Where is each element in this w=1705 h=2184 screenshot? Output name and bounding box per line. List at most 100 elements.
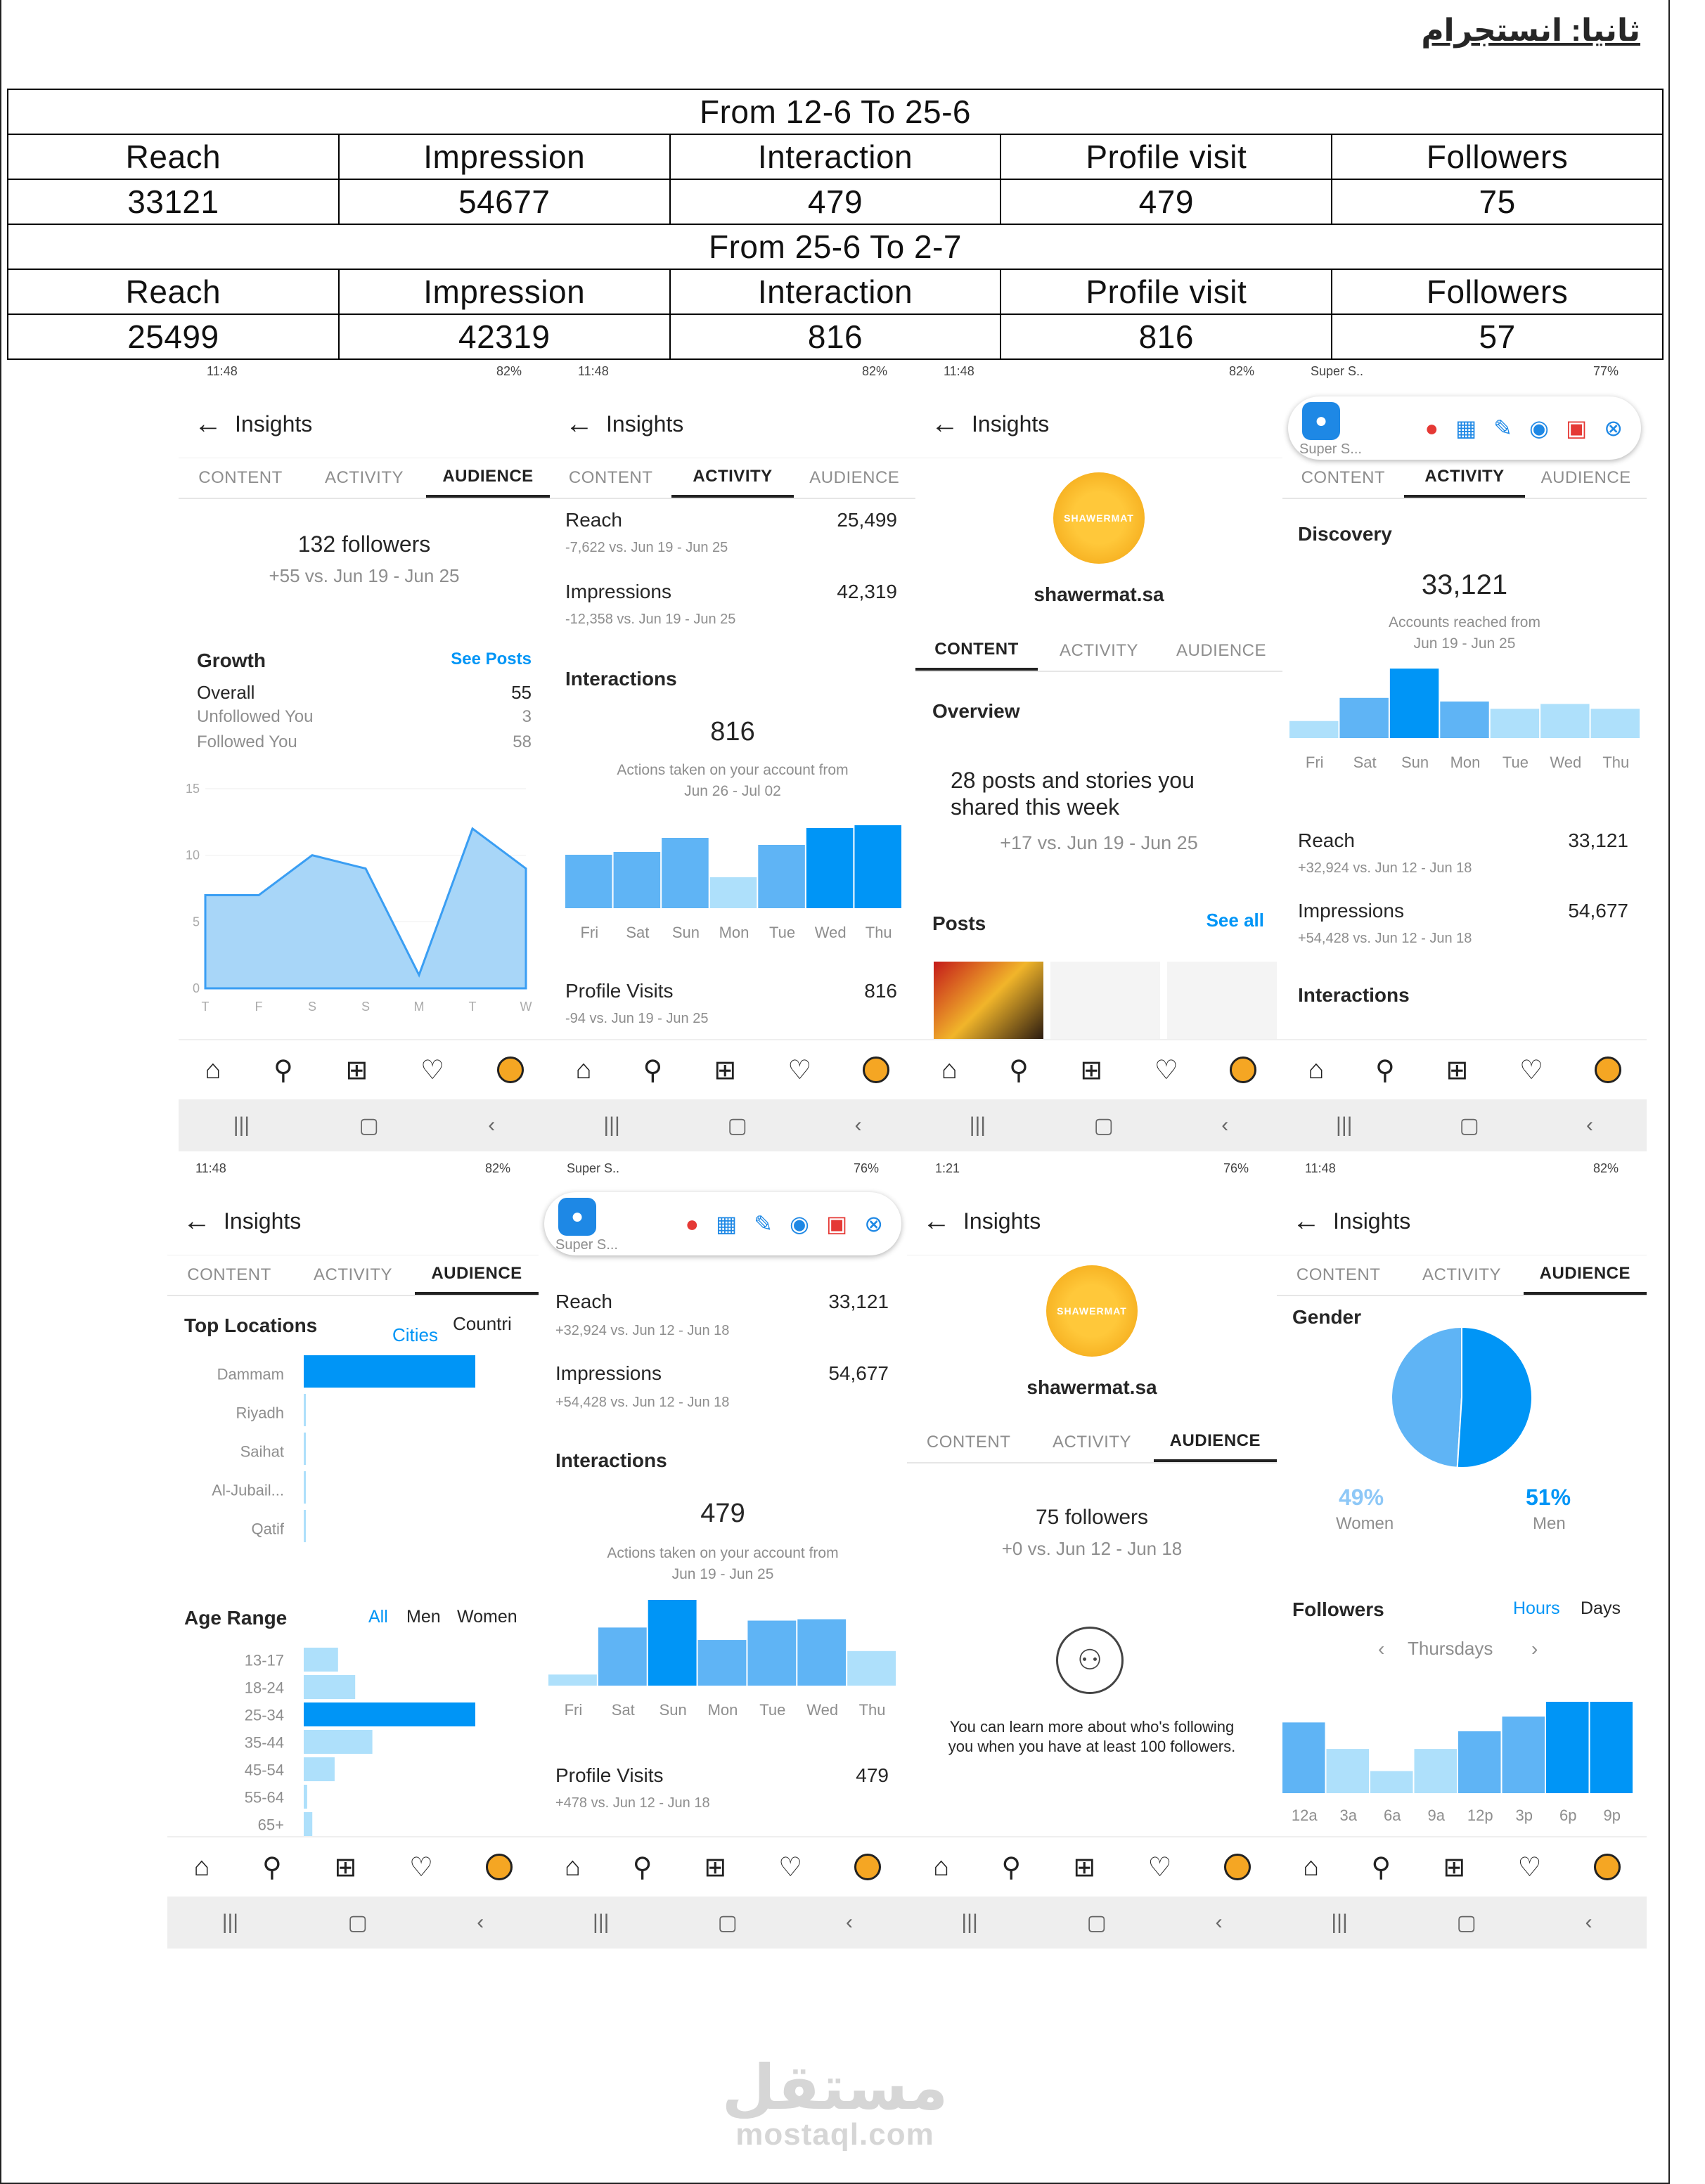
back-nav-icon[interactable]: ‹: [1585, 1113, 1593, 1137]
search-icon[interactable]: ⚲: [632, 1852, 652, 1882]
tab-content[interactable]: CONTENT: [926, 1433, 1011, 1452]
search-icon[interactable]: ⚲: [643, 1055, 663, 1085]
home-icon[interactable]: ⌂: [1303, 1852, 1320, 1882]
add-icon[interactable]: ⊞: [1073, 1852, 1096, 1882]
home-button-icon[interactable]: ▢: [1456, 1911, 1476, 1934]
recent-apps-icon[interactable]: |||: [1331, 1911, 1348, 1934]
back-nav-icon[interactable]: ‹: [1221, 1113, 1229, 1137]
tab-content[interactable]: CONTENT: [187, 1265, 271, 1284]
tab-activity[interactable]: ACTIVITY: [324, 468, 404, 487]
home-button-icon[interactable]: ▢: [727, 1113, 747, 1137]
home-button-icon[interactable]: ▢: [347, 1911, 368, 1934]
age-filter-men[interactable]: Men: [406, 1607, 441, 1627]
back-arrow-icon[interactable]: ←: [1292, 1206, 1320, 1236]
home-icon[interactable]: ⌂: [575, 1054, 592, 1085]
grid-icon[interactable]: ▦: [715, 1211, 738, 1236]
prev-day-icon[interactable]: ‹: [1378, 1638, 1385, 1660]
post-thumbnail[interactable]: [1167, 962, 1277, 1039]
screenshot-icon[interactable]: ▣: [825, 1211, 848, 1236]
tab-content[interactable]: CONTENT: [1301, 468, 1386, 487]
tab-content[interactable]: CONTENT: [915, 631, 1038, 671]
avatar[interactable]: [1230, 1057, 1257, 1083]
grid-icon[interactable]: ▦: [1455, 415, 1477, 441]
heart-icon[interactable]: ♡: [1147, 1852, 1172, 1882]
recent-apps-icon[interactable]: |||: [1336, 1113, 1353, 1137]
webcam-icon[interactable]: ◉: [790, 1211, 809, 1236]
tab-audience[interactable]: AUDIENCE: [1176, 641, 1267, 660]
close-icon[interactable]: ⊗: [864, 1211, 883, 1236]
search-icon[interactable]: ⚲: [262, 1852, 282, 1882]
search-icon[interactable]: ⚲: [1001, 1852, 1022, 1882]
close-icon[interactable]: ⊗: [1604, 415, 1623, 441]
tab-activity[interactable]: ACTIVITY: [671, 458, 794, 498]
recent-apps-icon[interactable]: |||: [593, 1911, 610, 1934]
recent-apps-icon[interactable]: |||: [233, 1113, 250, 1137]
recorder-app-icon[interactable]: ●: [558, 1198, 596, 1236]
back-nav-icon[interactable]: ‹: [1585, 1911, 1593, 1934]
recent-apps-icon[interactable]: |||: [969, 1113, 986, 1137]
search-icon[interactable]: ⚲: [273, 1055, 293, 1085]
avatar[interactable]: [854, 1854, 882, 1880]
avatar[interactable]: [863, 1057, 890, 1083]
tab-audience[interactable]: AUDIENCE: [1523, 1255, 1647, 1295]
back-arrow-icon[interactable]: ←: [922, 1206, 951, 1236]
age-filter-all[interactable]: All: [368, 1607, 388, 1627]
back-arrow-icon[interactable]: ←: [183, 1206, 211, 1236]
add-icon[interactable]: ⊞: [704, 1852, 727, 1882]
tab-activity[interactable]: ACTIVITY: [313, 1265, 392, 1284]
home-icon[interactable]: ⌂: [205, 1054, 221, 1085]
post-thumbnail[interactable]: [1050, 962, 1160, 1039]
days-tab[interactable]: Days: [1581, 1598, 1621, 1618]
heart-icon[interactable]: ♡: [787, 1055, 812, 1085]
back-arrow-icon[interactable]: ←: [931, 408, 959, 439]
home-icon[interactable]: ⌂: [193, 1852, 210, 1882]
back-nav-icon[interactable]: ‹: [1215, 1911, 1223, 1934]
countries-tab[interactable]: Countri: [453, 1313, 512, 1334]
recent-apps-icon[interactable]: |||: [961, 1911, 978, 1934]
home-button-icon[interactable]: ▢: [1086, 1911, 1107, 1934]
add-icon[interactable]: ⊞: [1080, 1055, 1103, 1085]
avatar[interactable]: [1593, 1854, 1621, 1880]
tab-audience[interactable]: AUDIENCE: [1153, 1423, 1277, 1462]
back-nav-icon[interactable]: ‹: [477, 1911, 484, 1934]
back-arrow-icon[interactable]: ←: [565, 408, 593, 439]
back-nav-icon[interactable]: ‹: [845, 1911, 853, 1934]
add-icon[interactable]: ⊞: [345, 1055, 368, 1085]
see-posts-link[interactable]: See Posts: [451, 650, 532, 668]
tab-audience[interactable]: AUDIENCE: [415, 1255, 539, 1295]
age-filter-women[interactable]: Women: [457, 1607, 517, 1627]
search-icon[interactable]: ⚲: [1375, 1055, 1395, 1085]
add-icon[interactable]: ⊞: [714, 1055, 737, 1085]
home-button-icon[interactable]: ▢: [359, 1113, 379, 1137]
avatar[interactable]: [1223, 1854, 1251, 1880]
webcam-icon[interactable]: ◉: [1529, 415, 1549, 441]
home-icon[interactable]: ⌂: [933, 1852, 950, 1882]
home-icon[interactable]: ⌂: [941, 1054, 958, 1085]
back-nav-icon[interactable]: ‹: [854, 1113, 862, 1137]
cities-tab[interactable]: Cities: [392, 1324, 439, 1345]
tab-activity[interactable]: ACTIVITY: [1052, 1433, 1131, 1452]
screenshot-icon[interactable]: ▣: [1565, 415, 1588, 441]
avatar[interactable]: [1594, 1057, 1621, 1083]
home-button-icon[interactable]: ▢: [1093, 1113, 1114, 1137]
avatar[interactable]: [496, 1057, 524, 1083]
home-icon[interactable]: ⌂: [1308, 1054, 1325, 1085]
post-thumbnail[interactable]: [934, 962, 1043, 1039]
home-button-icon[interactable]: ▢: [1459, 1113, 1479, 1137]
recorder-app-icon[interactable]: ●: [1302, 402, 1340, 440]
home-icon[interactable]: ⌂: [564, 1852, 581, 1882]
tab-content[interactable]: CONTENT: [198, 468, 283, 487]
heart-icon[interactable]: ♡: [778, 1852, 803, 1882]
recent-apps-icon[interactable]: |||: [221, 1911, 239, 1934]
record-icon[interactable]: ●: [685, 1210, 699, 1236]
record-icon[interactable]: ●: [1424, 415, 1439, 441]
avatar[interactable]: [485, 1854, 513, 1880]
tab-audience[interactable]: AUDIENCE: [426, 458, 550, 498]
see-all-link[interactable]: See all: [1206, 910, 1264, 931]
tab-content[interactable]: CONTENT: [1296, 1265, 1381, 1284]
search-icon[interactable]: ⚲: [1009, 1055, 1029, 1085]
home-button-icon[interactable]: ▢: [717, 1911, 738, 1934]
add-icon[interactable]: ⊞: [1443, 1852, 1466, 1882]
hours-tab[interactable]: Hours: [1513, 1598, 1560, 1618]
tab-activity[interactable]: ACTIVITY: [1403, 458, 1526, 498]
